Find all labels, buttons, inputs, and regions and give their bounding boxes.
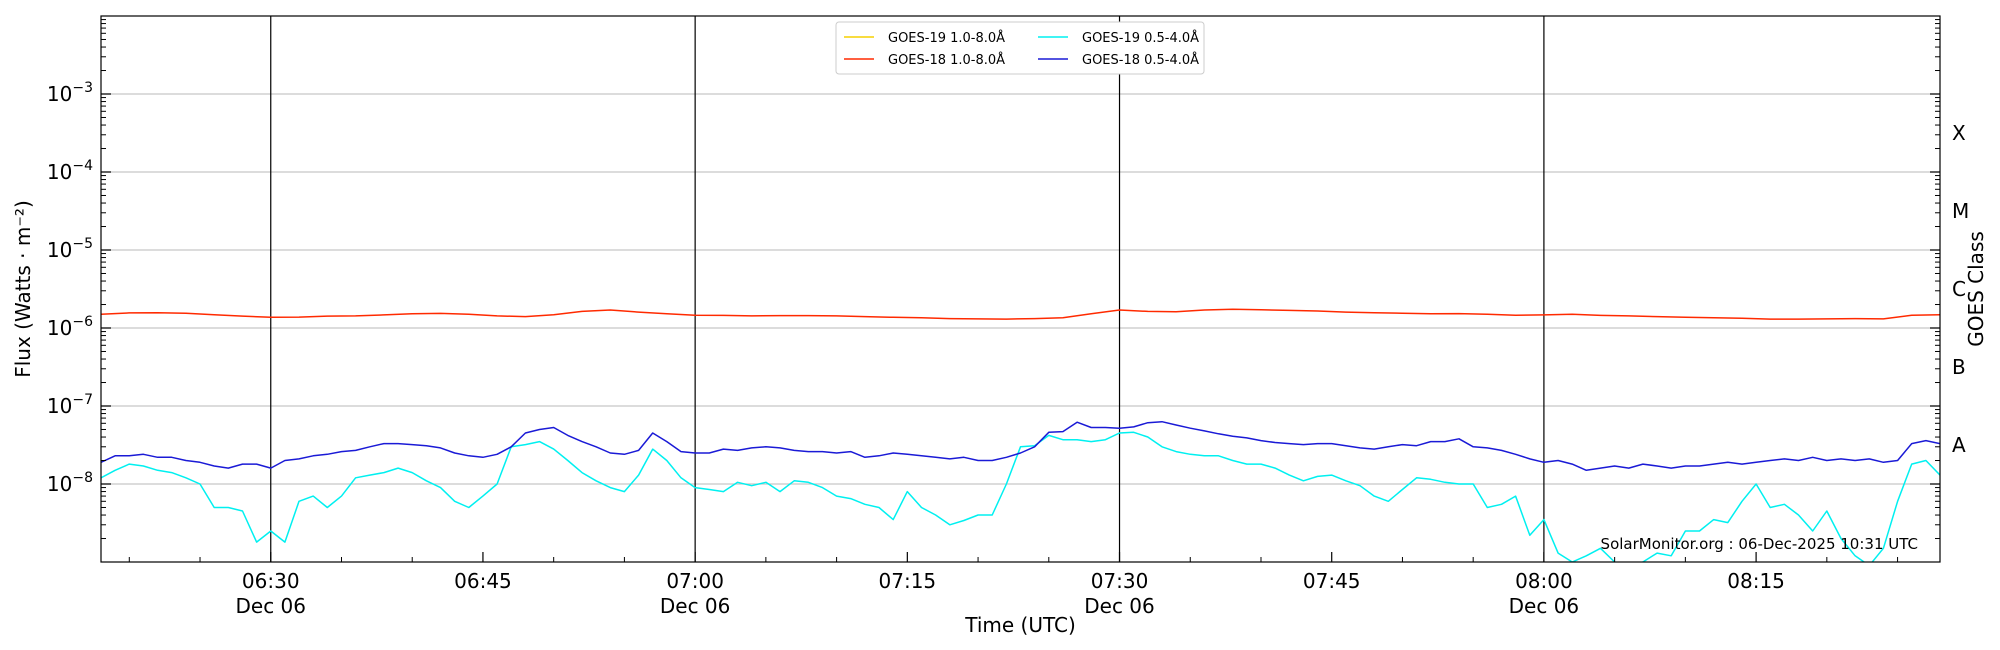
legend-label: GOES-19 0.5-4.0Å <box>1082 30 1199 46</box>
credit-text: SolarMonitor.org : 06-Dec-2025 10:31 UTC <box>1601 535 1918 553</box>
y-tick-label: 10−6 <box>47 314 93 340</box>
plot-frame <box>100 15 1941 563</box>
legend-label: GOES-18 0.5-4.0Å <box>1082 52 1199 68</box>
tick-layer <box>101 19 1940 562</box>
legend: GOES-19 1.0-8.0Å GOES-18 1.0-8.0Å GOES-19 … <box>835 21 1205 75</box>
x-tick-label: 07:15 <box>879 569 937 593</box>
series-layer <box>101 308 1940 562</box>
goes-class-label: A <box>1952 433 1966 457</box>
y-axis-title: Flux (Watts · m⁻²) <box>11 200 35 378</box>
day-marker-lines <box>270 16 1545 562</box>
legend-label: GOES-18 1.0-8.0Å <box>888 52 1005 68</box>
x-tick-label: 06:30 <box>242 569 300 593</box>
x-tick-label: 07:45 <box>1303 569 1361 593</box>
y-tick-label: 10−7 <box>47 392 93 418</box>
x-tick-date-label: Dec 06 <box>235 594 306 618</box>
series-line-goes-19-0-5-4-0- <box>101 431 1940 562</box>
x-tick-label: 07:00 <box>666 569 724 593</box>
x-tick-date-label: Dec 06 <box>660 594 731 618</box>
x-tick-date-label: Dec 06 <box>1084 594 1155 618</box>
goes-class-label: B <box>1952 355 1966 379</box>
x-tick-label: 06:45 <box>454 569 512 593</box>
x-tick-label: 08:00 <box>1515 569 1573 593</box>
legend-box <box>835 21 1205 75</box>
legend-label: GOES-19 1.0-8.0Å <box>888 30 1005 46</box>
x-tick-date-label: Dec 06 <box>1509 594 1580 618</box>
y-tick-label: 10−3 <box>47 80 93 106</box>
series-line-goes-18-1-0-8-0- <box>101 308 1940 320</box>
goes-class-label: M <box>1952 199 1969 223</box>
grid-layer <box>101 93 1940 485</box>
right-axis-title: GOES Class <box>1964 231 1988 347</box>
goes-class-label: C <box>1952 277 1966 301</box>
x-tick-label: 08:15 <box>1727 569 1785 593</box>
x-axis-title: Time (UTC) <box>964 613 1076 637</box>
goes-class-label: X <box>1952 121 1966 145</box>
series-line-goes-18-0-5-4-0- <box>101 420 1940 472</box>
x-tick-label: 07:30 <box>1091 569 1149 593</box>
y-tick-label: 10−4 <box>47 158 93 184</box>
